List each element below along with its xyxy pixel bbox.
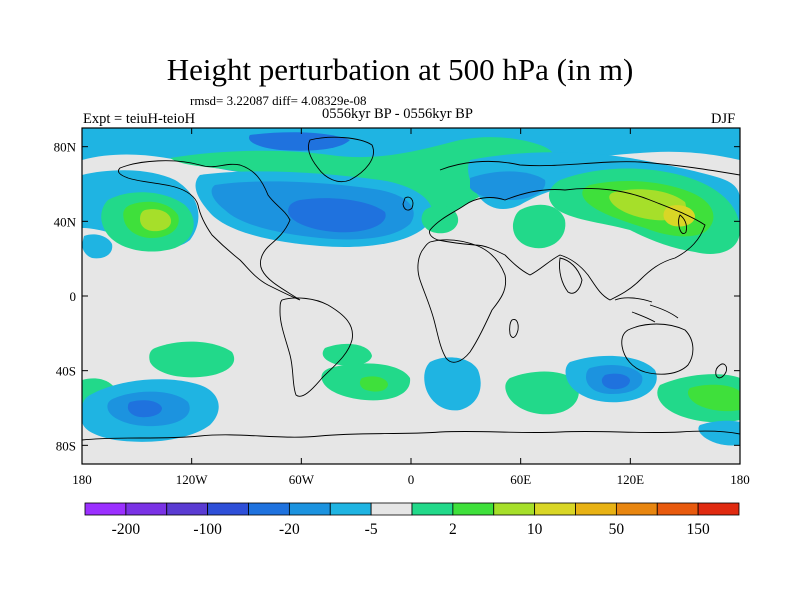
- e-atlantic-positive: [421, 205, 459, 234]
- middle-east-positive: [512, 204, 566, 249]
- coastlines: [82, 136, 740, 441]
- lon-tick-label: 180: [730, 472, 750, 487]
- lon-tick-label: 0: [408, 472, 415, 487]
- se-asia-islands: [614, 297, 679, 323]
- british-isles-coast: [402, 196, 414, 211]
- greenland-coast: [307, 136, 374, 183]
- chart-title: Height perturbation at 500 hPa (in m): [166, 52, 634, 87]
- madagascar-coast: [509, 319, 519, 338]
- longitude-labels: 180 120W 60W 0 60E 120E 180: [72, 472, 750, 487]
- w-pacific-patch: [82, 234, 113, 259]
- new-zealand-coast: [715, 363, 727, 379]
- colorbar-swatch: [288, 502, 331, 516]
- antarctica-coast: [82, 430, 740, 441]
- period-label: 0556kyr BP - 0556kyr BP: [322, 106, 473, 122]
- s-pacific-negative-peak: [127, 400, 162, 418]
- anomaly-fields: [82, 128, 740, 446]
- colorbar-label: 150: [687, 521, 711, 538]
- colorbar-swatch: [656, 502, 699, 516]
- lat-tick-label: 40N: [54, 214, 77, 229]
- s-indian-negative: [424, 357, 481, 411]
- latitude-labels: 80N 40N 0 40S 80S: [54, 140, 77, 454]
- colorbar-swatch: [370, 502, 413, 516]
- lat-tick-label: 0: [70, 289, 77, 304]
- colorbar-swatch: [534, 502, 576, 516]
- colorbar-label: 10: [527, 521, 543, 538]
- lat-tick-label: 40S: [56, 364, 76, 379]
- colorbar-swatch: [207, 502, 249, 516]
- s-pacific-east-positive-core: [687, 384, 740, 412]
- colorbar-swatch: [493, 502, 536, 516]
- colorbar-swatch: [697, 502, 740, 516]
- s-ocean-negative-peak: [601, 373, 630, 390]
- colorbar-label: -5: [365, 521, 378, 538]
- lon-tick-label: 180: [72, 472, 92, 487]
- colorbar-swatch: [329, 502, 372, 516]
- season-label: DJF: [711, 111, 736, 127]
- s-atlantic-positive-core: [359, 376, 388, 392]
- s-indian-positive: [505, 371, 579, 415]
- lon-tick-label: 60W: [289, 472, 315, 487]
- south-america-coast: [279, 297, 353, 397]
- rmsd-diff-line: rmsd= 3.22087 diff= 4.08329e-08: [190, 93, 367, 108]
- antarctic-negative: [698, 420, 740, 446]
- lat-tick-label: 80N: [54, 140, 77, 155]
- north-america-coast: [117, 160, 301, 301]
- africa-coast: [417, 239, 507, 363]
- colorbar-swatch: [248, 502, 290, 516]
- colorbar-label: -20: [279, 521, 300, 538]
- n-atlantic-low-core: [288, 198, 386, 233]
- s-pacific-positive: [149, 341, 235, 378]
- australia-coast: [621, 323, 694, 375]
- eurasia-coast: [429, 188, 706, 301]
- n-pacific-high-core: [140, 209, 172, 232]
- lon-tick-label: 120W: [176, 472, 209, 487]
- colorbar-swatch: [452, 502, 495, 516]
- colorbar-swatch: [166, 502, 209, 516]
- colorbar-label: 2: [449, 521, 457, 538]
- india-coast: [559, 257, 583, 294]
- colorbar-label: -100: [193, 521, 222, 538]
- s-pacific-positive-2: [322, 343, 372, 366]
- axis-ticks: [81, 128, 741, 464]
- colorbar-swatch: [125, 502, 168, 516]
- colorbar: [84, 502, 740, 516]
- lon-tick-label: 60E: [510, 472, 531, 487]
- colorbar-label: 50: [609, 521, 625, 538]
- colorbar-swatch: [84, 502, 127, 516]
- colorbar-swatch: [615, 502, 658, 516]
- arctic-eurasia-coast: [439, 160, 740, 176]
- colorbar-label: -200: [112, 521, 141, 538]
- experiment-label: Expt = teiuH-teioH: [83, 111, 196, 127]
- colorbar-swatch: [575, 502, 617, 516]
- japan-coast: [678, 214, 687, 235]
- colorbar-swatch: [411, 502, 454, 516]
- colorbar-labels: -200 -100 -20 -5 2 10 50 150: [112, 521, 710, 538]
- lon-tick-label: 120E: [617, 472, 645, 487]
- lat-tick-label: 80S: [56, 438, 76, 453]
- arctic-dark-patch: [249, 132, 350, 151]
